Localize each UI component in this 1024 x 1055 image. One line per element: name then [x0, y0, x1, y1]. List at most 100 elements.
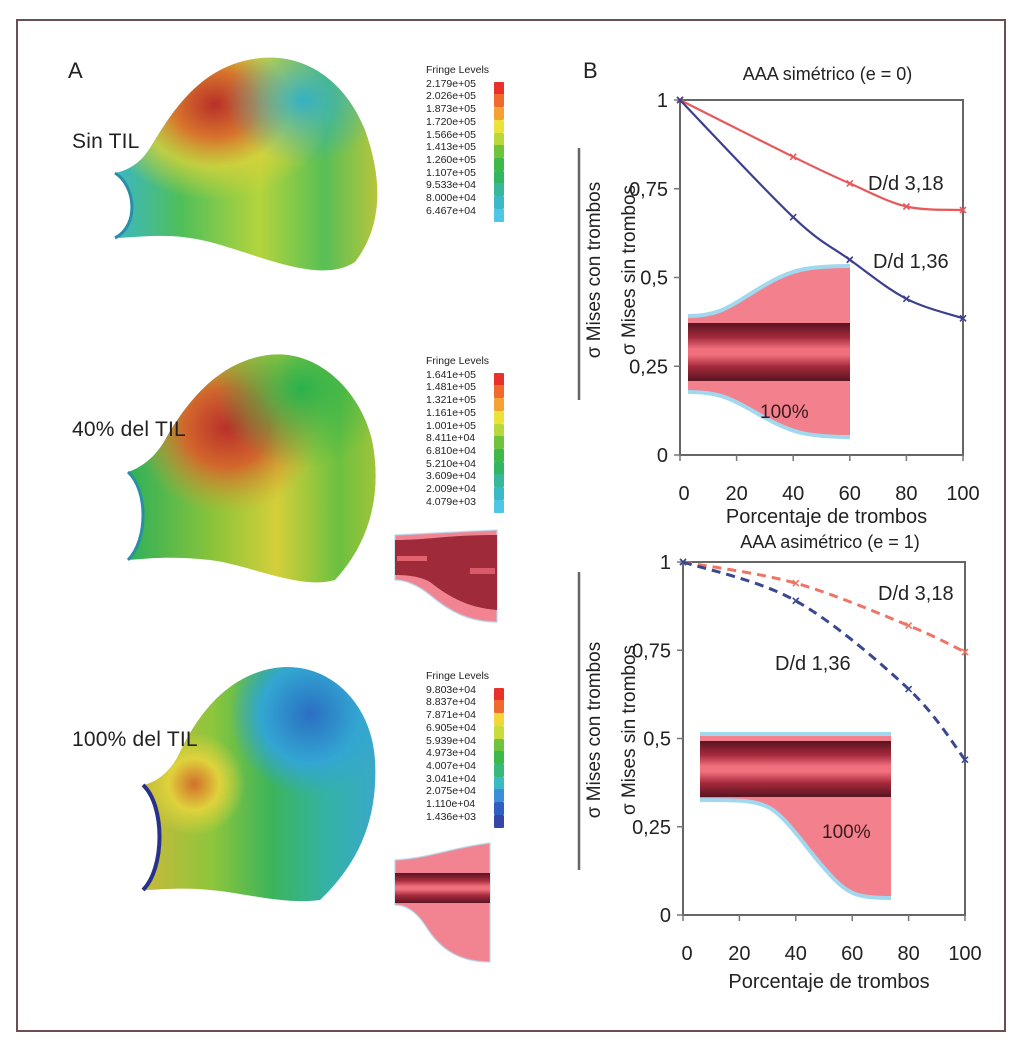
legend-value: 4.007e+04: [426, 759, 476, 772]
legend-color-swatch: [494, 145, 504, 159]
series-line-d-d-1-36: [682, 560, 967, 761]
legend-value: 1.110e+04: [426, 798, 476, 811]
data-point-marker: [789, 213, 797, 221]
vessel-wall-bottom: [687, 390, 851, 439]
legend-value: 6.905e+04: [426, 721, 476, 734]
legend-value: 1.413e+05: [426, 141, 476, 154]
legend-value: 4.973e+04: [426, 747, 476, 760]
x-axis-label: Porcentaje de trombos: [726, 506, 927, 528]
x-tick-label: 40: [782, 483, 804, 505]
y-tick-label: 0: [660, 905, 671, 927]
x-tick-label: 80: [895, 483, 917, 505]
y-tick-label: 0,75: [632, 640, 671, 662]
y-tick-label: 0,5: [643, 729, 671, 751]
legend-value: 1.321e+05: [426, 394, 476, 407]
legend-color-swatch: [494, 423, 504, 437]
legend-value: 6.467e+04: [426, 204, 476, 217]
x-tick-label: 60: [839, 483, 861, 505]
inset-label: 100%: [760, 402, 809, 423]
data-point-marker: [905, 685, 913, 693]
legend-value: 1.260e+05: [426, 153, 476, 166]
x-tick-label: 20: [725, 483, 747, 505]
legend-color-swatch: [494, 157, 504, 171]
inset-label: 100%: [822, 822, 871, 843]
y-axis-label-denominator: σ Mises sin trombos: [619, 645, 640, 815]
x-tick-label: 60: [841, 943, 863, 965]
legend-color-swatch: [494, 410, 504, 424]
legend-color-swatch: [494, 208, 504, 222]
legend-value: 2.179e+05: [426, 77, 476, 90]
legend-value: 8.000e+04: [426, 192, 476, 205]
legend-color-swatch: [494, 81, 504, 95]
vessel-inset-100: [394, 842, 491, 963]
legend-color-swatch: [494, 385, 504, 399]
vessel-wall-bottom: [699, 798, 892, 900]
data-point-marker: [846, 179, 854, 187]
legend-color-swatch: [494, 132, 504, 146]
legend-color-swatch: [494, 713, 504, 727]
legend-color-swatch: [494, 487, 504, 500]
panel-b-label: B: [583, 58, 598, 83]
legend-color-swatch: [494, 499, 504, 513]
series-line-d-d-1-36: [679, 99, 964, 320]
legend-color-swatch: [494, 763, 504, 777]
x-axis-label: Porcentaje de trombos: [728, 971, 929, 993]
data-point-marker: [905, 621, 913, 630]
legend-color-swatch: [494, 700, 504, 714]
legend-value: 8.411e+04: [426, 432, 476, 445]
legend-value: 7.871e+04: [426, 709, 476, 722]
series-line-d-d-3-18: [679, 99, 964, 212]
condition-label-100-til: 100% del TIL: [72, 728, 198, 751]
y-tick-label: 1: [660, 552, 671, 574]
data-point-marker: [902, 202, 910, 211]
y-axis-label-numerator: σ Mises con trombos: [584, 182, 605, 358]
legend-color-swatch: [494, 183, 504, 197]
y-axis-label-denominator: σ Mises sin trombos: [619, 185, 640, 355]
legend-value: 3.609e+04: [426, 470, 476, 483]
y-tick-label: 0,25: [629, 356, 668, 378]
legend-value: 1.161e+05: [426, 406, 476, 419]
fringe-legend-100-til: Fringe Levels 9.803e+04 8.837e+04 7.871e+0…: [426, 670, 504, 828]
vessel-inset-40: [394, 529, 498, 623]
data-point-marker: [902, 295, 910, 303]
aneurysm-model-40-til: [126, 354, 376, 583]
series-label: D/d 3,18: [868, 173, 944, 195]
legend-value: 4.079e+03: [426, 495, 476, 508]
legend-value: 2.075e+04: [426, 785, 476, 798]
legend-value: 1.641e+05: [426, 368, 476, 381]
legend-color-swatch: [494, 436, 504, 450]
legend-color-swatch: [494, 802, 504, 815]
legend-color-swatch: [494, 751, 504, 765]
data-point-marker: [959, 206, 967, 214]
y-tick-label: 0: [657, 445, 668, 467]
y-tick-label: 0,75: [629, 179, 668, 201]
legend-color-swatch: [494, 448, 504, 462]
legend-title: Fringe Levels: [426, 64, 490, 76]
legend-color-swatch: [494, 94, 504, 108]
data-point-marker: [961, 648, 969, 656]
series-label: D/d 3,18: [878, 583, 954, 605]
legend-value: 2.009e+04: [426, 483, 476, 496]
legend-color-swatch: [494, 461, 504, 475]
vessel-lumen: [700, 741, 891, 797]
condition-label-sin-til: Sin TIL: [72, 130, 140, 153]
legend-title: Fringe Levels: [426, 670, 490, 682]
x-tick-label: 80: [897, 943, 919, 965]
legend-color-swatch: [494, 372, 504, 386]
x-tick-label: 100: [948, 943, 981, 965]
legend-color-swatch: [494, 814, 504, 828]
series-line-d-d-3-18: [682, 560, 966, 654]
data-point-marker: [959, 314, 967, 322]
legend-value: 6.810e+04: [426, 444, 476, 457]
legend-value: 1.001e+05: [426, 419, 476, 432]
aneurysm-model-100-til: [141, 667, 376, 902]
data-point-marker: [792, 597, 800, 605]
legend-value: 1.873e+05: [426, 103, 476, 116]
vessel-inset-diagram: 100%: [687, 264, 851, 439]
legend-value: 5.210e+04: [426, 457, 476, 470]
vessel-inset-diagram: 100%: [699, 732, 892, 900]
legend-color-swatch: [494, 398, 504, 412]
legend-value: 1.566e+05: [426, 128, 476, 141]
legend-value: 1.481e+05: [426, 381, 476, 394]
legend-value: 2.026e+05: [426, 90, 476, 103]
